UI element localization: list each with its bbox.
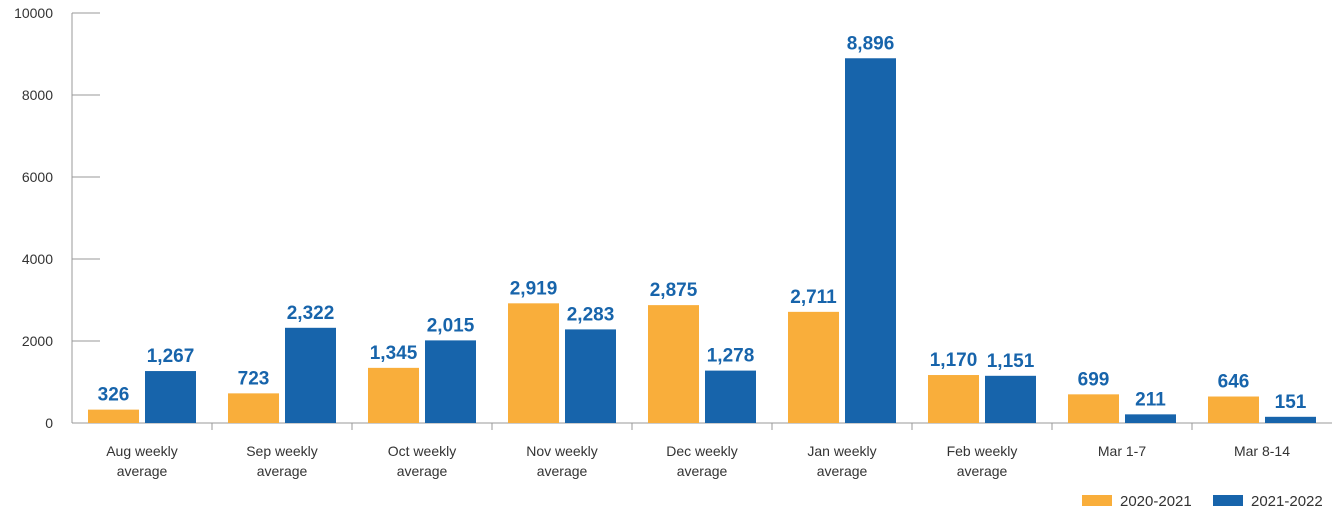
y-tick-label: 8000 — [22, 87, 53, 103]
bar-value-label: 1,345 — [370, 343, 418, 364]
x-category-label: Feb weekly — [947, 443, 1018, 459]
bar-2021-2022 — [1265, 416, 1316, 423]
y-tick-label: 0 — [45, 415, 53, 431]
x-category-label: average — [537, 463, 588, 479]
bar-value-label: 151 — [1275, 392, 1307, 413]
bar-2021-2022 — [565, 329, 616, 423]
bar-value-label: 1,151 — [987, 351, 1035, 372]
legend-swatch — [1082, 495, 1112, 506]
legend-label: 2021-2022 — [1251, 493, 1323, 510]
bar-2021-2022 — [1125, 414, 1176, 423]
legend-swatch — [1213, 495, 1243, 506]
bar-2020-2021 — [88, 409, 139, 423]
bar-2021-2022 — [705, 370, 756, 423]
x-category-label: Dec weekly — [666, 443, 738, 459]
bar-2021-2022 — [425, 340, 476, 423]
bar-value-label: 1,278 — [707, 346, 755, 367]
legend: 2020-2021 2021-2022 — [1082, 493, 1323, 510]
x-category-label: Jan weekly — [807, 443, 876, 459]
y-tick-label: 2000 — [22, 333, 53, 349]
bars — [88, 58, 1316, 423]
x-category-label: average — [677, 463, 728, 479]
bar-2021-2022 — [985, 375, 1036, 423]
bar-value-label: 1,267 — [147, 346, 195, 367]
x-category-label: Aug weekly — [106, 443, 178, 459]
x-category-label: Mar 1-7 — [1098, 443, 1146, 459]
bar-2020-2021 — [648, 305, 699, 423]
bar-2020-2021 — [508, 303, 559, 423]
value-labels: 326 1,267 723 2,322 1,345 2,015 2,919 2,283 2,87… — [98, 33, 1307, 413]
bar-2020-2021 — [228, 393, 279, 423]
y-tick-label: 4000 — [22, 251, 53, 267]
y-axis: 0 2000 4000 6000 8000 10000 — [14, 5, 100, 431]
bar-value-label: 326 — [98, 385, 130, 406]
x-category-label: average — [257, 463, 308, 479]
bar-value-label: 2,875 — [650, 280, 698, 301]
x-category-label: average — [397, 463, 448, 479]
bar-value-label: 646 — [1218, 372, 1250, 393]
bar-value-label: 2,283 — [567, 304, 615, 325]
bar-value-label: 2,015 — [427, 315, 475, 336]
y-tick-label: 6000 — [22, 169, 53, 185]
x-category-label: average — [817, 463, 868, 479]
x-category-label: average — [957, 463, 1008, 479]
x-category-label: average — [117, 463, 168, 479]
bar-value-label: 2,919 — [510, 278, 558, 299]
bar-2020-2021 — [788, 311, 839, 423]
bar-value-label: 2,322 — [287, 303, 335, 324]
bar-value-label: 211 — [1135, 389, 1166, 410]
legend-label: 2020-2021 — [1120, 493, 1192, 510]
bar-value-label: 8,896 — [847, 33, 895, 54]
x-axis: Aug weekly average Sep weekly average Oct we… — [72, 422, 1332, 479]
x-category-label: Sep weekly — [246, 443, 318, 459]
x-category-label: Nov weekly — [526, 443, 598, 459]
y-tick-label: 10000 — [14, 5, 53, 21]
bar-value-label: 2,711 — [790, 287, 837, 308]
bar-2020-2021 — [928, 375, 979, 423]
bar-value-label: 723 — [238, 368, 270, 389]
bar-2021-2022 — [845, 58, 896, 423]
bar-2020-2021 — [1068, 394, 1119, 423]
bar-value-label: 1,170 — [930, 350, 978, 371]
bar-2020-2021 — [1208, 396, 1259, 423]
bar-value-label: 699 — [1078, 369, 1110, 390]
bar-2020-2021 — [368, 367, 419, 423]
bar-2021-2022 — [285, 327, 336, 423]
x-category-label: Oct weekly — [388, 443, 456, 459]
x-category-label: Mar 8-14 — [1234, 443, 1290, 459]
bar-2021-2022 — [145, 371, 196, 423]
